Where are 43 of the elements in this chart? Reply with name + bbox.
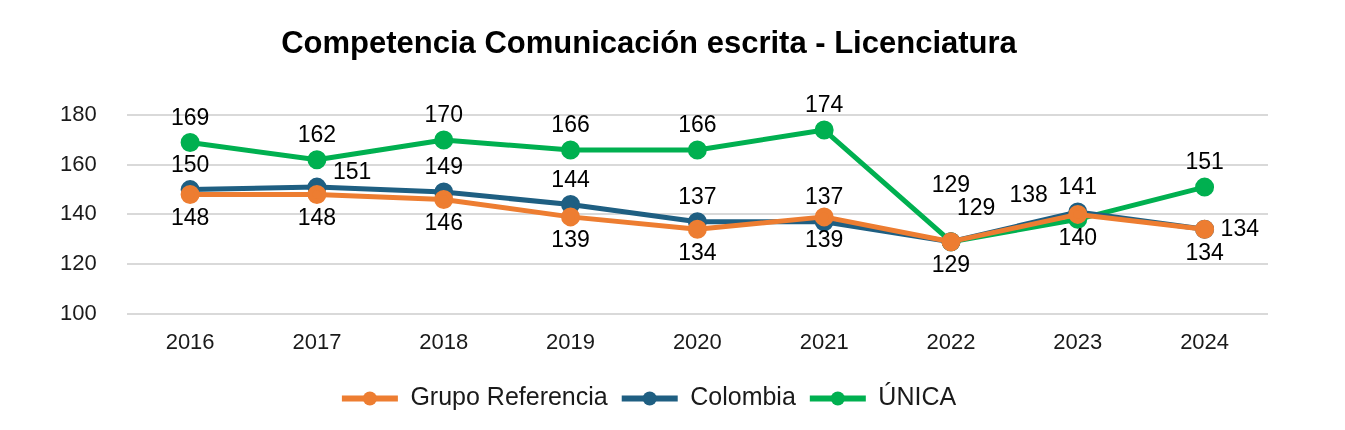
x-tick-label: 2023 [1053, 328, 1103, 354]
x-tick-label: 2021 [799, 328, 849, 354]
legend-label: Colombia [690, 382, 796, 411]
x-tick-label: 2019 [546, 328, 596, 354]
x-tick-label: 2016 [165, 328, 215, 354]
data-label: 148 [170, 203, 210, 230]
data-label: 151 [332, 158, 372, 185]
data-label: 174 [804, 91, 844, 118]
data-label: 166 [678, 111, 717, 138]
data-label: 134 [1185, 238, 1224, 265]
data-label: 134 [1220, 214, 1260, 241]
data-label: 144 [551, 165, 590, 192]
data-label: 170 [424, 101, 463, 128]
x-tick-label: 2024 [1180, 328, 1230, 354]
data-label: 162 [297, 121, 337, 148]
data-label: 146 [424, 208, 463, 235]
x-tick-label: 2017 [292, 328, 342, 354]
x-tick-label: 2018 [419, 328, 469, 354]
y-tick-label: 100 [59, 299, 97, 325]
y-tick-label: 120 [59, 250, 97, 276]
data-label: 141 [1058, 173, 1097, 200]
data-label: 148 [297, 203, 337, 230]
data-label: 151 [1185, 148, 1224, 175]
y-tick-label: 160 [59, 150, 97, 176]
x-tick-label: 2020 [672, 328, 722, 354]
data-label: 139 [551, 226, 590, 253]
data-label: 166 [551, 111, 590, 138]
data-label: 169 [170, 103, 210, 130]
y-tick-label: 140 [59, 200, 97, 226]
chart-title: Competencia Comunicación escrita - Licenciatura [281, 25, 1018, 61]
legend-label: Grupo Referencia [410, 382, 608, 411]
data-label: 140 [1058, 223, 1097, 250]
data-label: 139 [804, 226, 844, 253]
data-label: 129 [931, 251, 971, 278]
data-label: 134 [678, 238, 717, 265]
data-label: 150 [170, 150, 210, 177]
data-label: 137 [678, 183, 717, 210]
legend-label: ÚNICA [878, 382, 957, 411]
x-tick-label: 2022 [926, 328, 976, 354]
data-label: 138 [1009, 180, 1048, 207]
data-label: 137 [804, 183, 844, 210]
data-label: 149 [424, 153, 463, 180]
y-tick-label: 180 [59, 101, 97, 127]
